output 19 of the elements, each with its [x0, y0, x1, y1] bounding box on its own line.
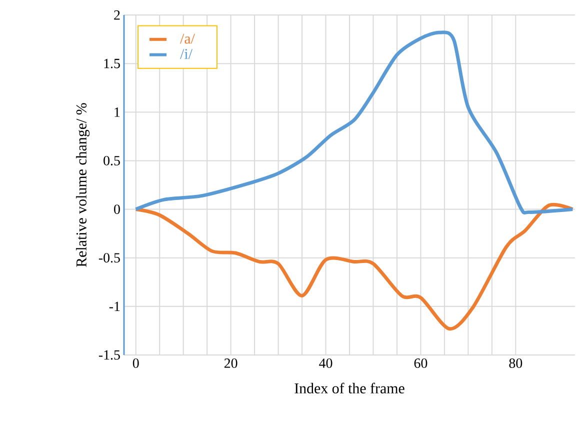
y-tick-label: -1.5 [98, 350, 120, 360]
y-axis-title: Relative volume change/ % [76, 103, 90, 267]
y-tick-label: -0.5 [98, 253, 120, 263]
y-tick-label: 1 [114, 108, 120, 117]
legend-label: /i/ [180, 49, 192, 60]
line-series [134, 30, 574, 214]
x-axis-title: Index of the frame [294, 382, 404, 394]
x-tick-label: 20 [224, 358, 238, 368]
y-tick-label: 2 [114, 10, 120, 20]
line-series [134, 202, 574, 331]
legend-label: /a/ [180, 34, 195, 44]
x-tick-label: 40 [319, 358, 332, 368]
y-tick-label: 0 [114, 204, 120, 214]
y-tick-label: -1 [109, 302, 120, 312]
x-tick-label: 60 [414, 358, 428, 368]
y-tick-label: 0.5 [104, 156, 120, 166]
x-tick-label: 0 [132, 358, 139, 368]
y-tick-label: 1.5 [104, 58, 120, 68]
x-tick-label: 80 [509, 358, 522, 368]
